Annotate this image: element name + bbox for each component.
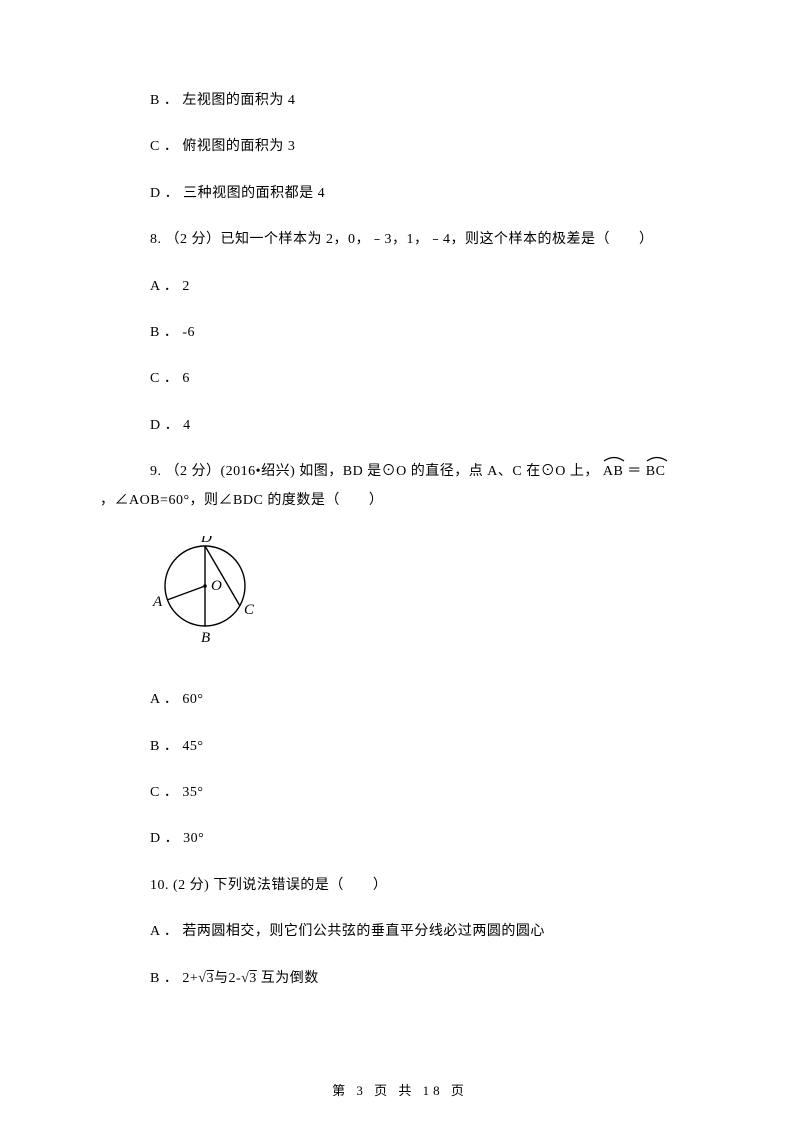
arc-bc-text: BC [646,464,666,479]
q8-opt-b: B ． -6 [150,322,720,344]
q9-opt-d: D ． 30° [150,828,720,850]
q10-expr1-a: 2+ [182,971,198,986]
svg-text:O: O [211,578,222,594]
svg-text:D: D [200,536,212,546]
q9-stem-line2: ，∠AOB=60°，则∠BDC 的度数是（ ） [100,490,720,512]
q10-opt-a: A ． 若两圆相交，则它们公共弦的垂直平分线必过两圆的圆心 [150,921,720,943]
q9-stem-part1: 9. （2 分）(2016•绍兴) 如图，BD 是⊙O 的直径，点 A、C 在⊙… [150,464,599,479]
q8-opt-d: D ． 4 [150,415,720,437]
arc-bc: BC [646,461,666,483]
arc-ab: AB [603,461,623,483]
circle-diagram-svg: D O A C B [150,536,270,651]
q10-stem: 10. (2 分) 下列说法错误的是（ ） [150,875,720,897]
q10-expr1-rad: 3 [206,971,214,986]
q9-eq: ＝ [627,464,646,479]
q8-stem: 8. （2 分）已知一个样本为 2，0，﹣3，1，﹣4，则这个样本的极差是（ ） [150,229,720,251]
q10-b-prefix: B ． [150,971,182,986]
svg-text:C: C [244,602,255,618]
page-footer: 第 3 页 共 18 页 [0,1081,800,1102]
arc-ab-text: AB [603,464,623,479]
q8-opt-a: A ． 2 [150,276,720,298]
q9-opt-a: A ． 60° [150,689,720,711]
q8-opt-c: C ． 6 [150,368,720,390]
q9-opt-c: C ． 35° [150,782,720,804]
q9-stem-line1: 9. （2 分）(2016•绍兴) 如图，BD 是⊙O 的直径，点 A、C 在⊙… [150,461,720,483]
opt-c-prev: C ． 俯视图的面积为 3 [150,136,720,158]
q10-opt-b: B ． 2+√3与2-√3 互为倒数 [150,968,720,990]
q10-expr2-a: 2- [228,971,241,986]
svg-text:B: B [201,630,210,646]
q10-b-mid: 与 [214,971,229,986]
svg-text:A: A [152,594,163,610]
q9-opt-b: B ． 45° [150,736,720,758]
opt-d-prev: D ． 三种视图的面积都是 4 [150,183,720,205]
q9-diagram: D O A C B [150,536,720,659]
q10-expr2-rad: 3 [249,971,257,986]
q10-b-suffix: 互为倒数 [257,971,319,986]
opt-b-prev: B ． 左视图的面积为 4 [150,90,720,112]
